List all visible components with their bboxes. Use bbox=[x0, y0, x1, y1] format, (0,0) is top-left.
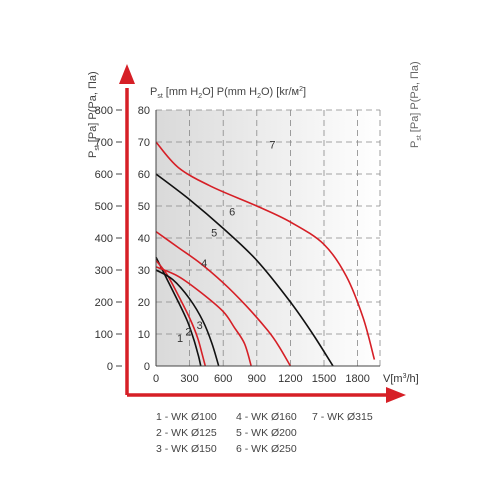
legend-item-3: 3 - WK Ø150 bbox=[156, 443, 217, 455]
curve-label-4: 4 bbox=[201, 258, 207, 270]
curve-labels: 123 4 56 7 bbox=[177, 139, 276, 345]
x-tick-label: 1800 bbox=[345, 373, 369, 385]
curve-3 bbox=[155, 269, 220, 367]
y-tick-label-mm: 70 bbox=[138, 137, 150, 149]
grid-lines bbox=[156, 109, 381, 366]
x-tick-label: 1500 bbox=[312, 373, 336, 385]
curve-1 bbox=[155, 256, 202, 367]
y-tick-label-pa: 300 bbox=[95, 265, 113, 277]
x-tick-label: 300 bbox=[180, 373, 198, 385]
curve-label-1: 1 bbox=[177, 333, 183, 345]
curve-label-5: 5 bbox=[211, 227, 217, 239]
legend-item-5: 5 - WK Ø200 bbox=[236, 427, 297, 439]
y-tick-label-mm: 30 bbox=[138, 265, 150, 277]
curve-5 bbox=[155, 230, 292, 367]
y-tick-label-pa: 0 bbox=[107, 361, 113, 373]
legend-item-6: 6 - WK Ø250 bbox=[236, 443, 297, 455]
y-tick-label-pa: 700 bbox=[95, 137, 113, 149]
left-axis-title: Pst[Pa] P(Pa, Па) bbox=[87, 71, 101, 158]
y-tick-label-pa: 600 bbox=[95, 169, 113, 181]
curve-label-7: 7 bbox=[269, 139, 275, 151]
right-axis-title: Pst[Pa] P(Pa, Па) bbox=[409, 61, 423, 148]
y-tick-label-pa: 500 bbox=[95, 201, 113, 213]
legend-item-empty bbox=[312, 426, 402, 441]
curve-label-3: 3 bbox=[197, 320, 203, 332]
y-tick-label-mm: 40 bbox=[138, 233, 150, 245]
y-tick-label-pa: 800 bbox=[95, 105, 113, 117]
legend-item-4: 4 - WK Ø160 bbox=[236, 411, 297, 423]
x-tick-label: 0 bbox=[153, 373, 159, 385]
y-tick-label-mm: 10 bbox=[138, 329, 150, 341]
y-tick-label-mm: 50 bbox=[138, 201, 150, 213]
legend-item-1: 1 - WK Ø100 bbox=[156, 411, 217, 423]
y-tick-label-pa: 100 bbox=[95, 329, 113, 341]
curve-4 bbox=[155, 266, 252, 367]
y-tick-label-mm: 0 bbox=[144, 361, 150, 373]
legend-item-7: 7 - WK Ø315 bbox=[312, 411, 373, 423]
curve-label-2: 2 bbox=[185, 327, 191, 339]
curve-6 bbox=[155, 173, 334, 367]
curve-2 bbox=[155, 259, 207, 367]
y-tick-label-pa: 200 bbox=[95, 297, 113, 309]
y-arrow-head bbox=[119, 64, 135, 84]
y-tick-label-mm: 80 bbox=[138, 105, 150, 117]
curves bbox=[155, 141, 376, 367]
x-tick-label: 600 bbox=[214, 373, 232, 385]
legend: 1 - WK Ø100 4 - WK Ø160 7 - WK Ø315 2 - … bbox=[156, 410, 416, 457]
y-tick-label-mm: 20 bbox=[138, 297, 150, 309]
x-tick-label: 900 bbox=[248, 373, 266, 385]
legend-grid: 1 - WK Ø100 4 - WK Ø160 7 - WK Ø315 2 - … bbox=[156, 410, 416, 457]
x-arrow-head bbox=[386, 387, 406, 403]
y-tick-label-pa: 400 bbox=[95, 233, 113, 245]
x-tick-label: 1200 bbox=[278, 373, 302, 385]
x-axis-title: V[m3/h] bbox=[383, 373, 419, 385]
curve-label-6: 6 bbox=[229, 207, 235, 219]
curve-7 bbox=[155, 141, 376, 360]
legend-item-2: 2 - WK Ø125 bbox=[156, 427, 217, 439]
top-axis-title: Pst [mm H2O] P(mm H2O) [kr/м2] bbox=[150, 86, 306, 100]
y-tick-label-mm: 60 bbox=[138, 169, 150, 181]
